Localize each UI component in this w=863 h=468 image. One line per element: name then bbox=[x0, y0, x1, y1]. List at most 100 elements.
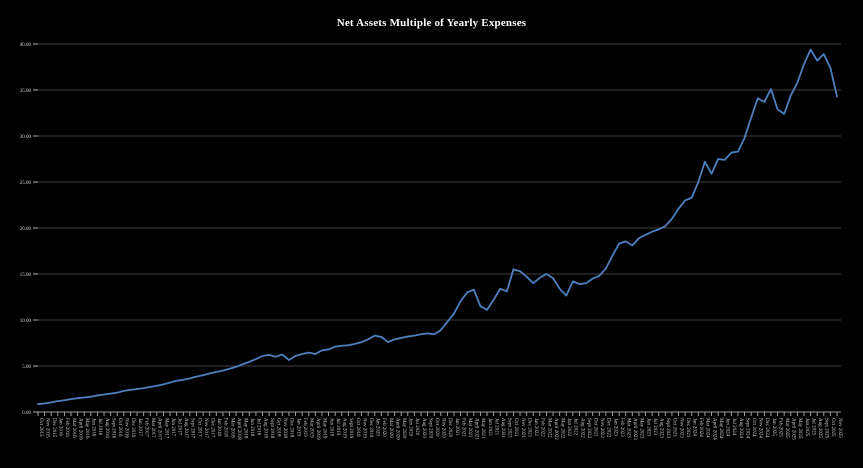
svg-text:Dec 2017: Dec 2017 bbox=[209, 418, 214, 438]
svg-text:Feb 2024: Feb 2024 bbox=[698, 418, 703, 437]
svg-text:Jan 2024: Jan 2024 bbox=[692, 418, 697, 436]
svg-text:Oct 2023: Oct 2023 bbox=[672, 418, 677, 437]
svg-text:Mar 2023: Mar 2023 bbox=[625, 418, 630, 438]
svg-text:40.00: 40.00 bbox=[20, 43, 32, 48]
svg-text:5.00: 5.00 bbox=[22, 365, 31, 370]
svg-text:Jul 2022: Jul 2022 bbox=[573, 418, 578, 436]
svg-text:Jun 2023: Jun 2023 bbox=[645, 418, 650, 437]
svg-text:April 2016: April 2016 bbox=[77, 418, 82, 440]
svg-text:April 2017: April 2017 bbox=[157, 418, 162, 440]
svg-text:Jul 2025: Jul 2025 bbox=[810, 418, 815, 436]
svg-text:May 2022: May 2022 bbox=[559, 418, 564, 439]
svg-text:Feb 2017: Feb 2017 bbox=[143, 418, 148, 437]
svg-text:Jun 2017: Jun 2017 bbox=[170, 418, 175, 437]
svg-text:April 2023: April 2023 bbox=[632, 418, 637, 440]
svg-text:May 2021: May 2021 bbox=[480, 418, 485, 439]
svg-text:Sept 2022: Sept 2022 bbox=[586, 418, 591, 439]
svg-text:Sept 2025: Sept 2025 bbox=[824, 418, 829, 439]
svg-text:Jun 2016: Jun 2016 bbox=[91, 418, 96, 437]
svg-text:Nov 2020: Nov 2020 bbox=[441, 418, 446, 438]
svg-text:Oct 2016: Oct 2016 bbox=[117, 418, 122, 437]
svg-text:Nov 2017: Nov 2017 bbox=[203, 418, 208, 438]
svg-text:April 2021: April 2021 bbox=[474, 418, 479, 440]
svg-text:April 2019: April 2019 bbox=[315, 418, 320, 440]
svg-text:Dec 2023: Dec 2023 bbox=[685, 418, 690, 438]
svg-text:Mar 2017: Mar 2017 bbox=[150, 418, 155, 438]
svg-text:Jan 2023: Jan 2023 bbox=[612, 418, 617, 436]
svg-text:Jul 2024: Jul 2024 bbox=[731, 418, 736, 436]
svg-text:April 2022: April 2022 bbox=[553, 418, 558, 440]
svg-text:20.00: 20.00 bbox=[20, 227, 32, 232]
svg-text:Jan 2025: Jan 2025 bbox=[771, 418, 776, 436]
svg-text:Dec 2015: Dec 2015 bbox=[51, 418, 56, 438]
svg-text:25.00: 25.00 bbox=[20, 181, 32, 186]
svg-text:Oct 2019: Oct 2019 bbox=[355, 418, 360, 437]
svg-text:Sept 2017: Sept 2017 bbox=[190, 418, 195, 439]
svg-text:Jun 2021: Jun 2021 bbox=[487, 418, 492, 437]
svg-text:Aug 2024: Aug 2024 bbox=[738, 418, 743, 438]
svg-text:Mar 2025: Mar 2025 bbox=[784, 418, 789, 438]
svg-text:Nov 2018: Nov 2018 bbox=[282, 418, 287, 438]
svg-text:May 2016: May 2016 bbox=[84, 418, 89, 439]
svg-text:Jun 2020: Jun 2020 bbox=[408, 418, 413, 437]
svg-text:Feb 2019: Feb 2019 bbox=[302, 418, 307, 437]
svg-text:Jan 2022: Jan 2022 bbox=[533, 418, 538, 436]
svg-text:Sept 2024: Sept 2024 bbox=[744, 418, 749, 439]
svg-text:Aug 2022: Aug 2022 bbox=[579, 418, 584, 438]
svg-text:Dec 2018: Dec 2018 bbox=[289, 418, 294, 438]
chart-title: Net Assets Multiple of Yearly Expenses bbox=[336, 17, 527, 29]
svg-text:April 2025: April 2025 bbox=[791, 418, 796, 440]
svg-text:Sept 2021: Sept 2021 bbox=[507, 418, 512, 439]
svg-text:Aug 2016: Aug 2016 bbox=[104, 418, 109, 438]
svg-text:Mar 2021: Mar 2021 bbox=[467, 418, 472, 438]
svg-text:Oct 2024: Oct 2024 bbox=[751, 418, 756, 437]
svg-text:Jan 2020: Jan 2020 bbox=[375, 418, 380, 436]
svg-text:Sept 2018: Sept 2018 bbox=[269, 418, 274, 439]
svg-text:Jan 2021: Jan 2021 bbox=[454, 418, 459, 436]
svg-text:Jan 2018: Jan 2018 bbox=[216, 418, 221, 436]
svg-text:Jun 2025: Jun 2025 bbox=[804, 418, 809, 437]
svg-text:30.00: 30.00 bbox=[20, 135, 32, 140]
svg-text:Jan 2017: Jan 2017 bbox=[137, 418, 142, 436]
svg-text:Aug 2020: Aug 2020 bbox=[421, 418, 426, 438]
svg-text:Mar 2016: Mar 2016 bbox=[71, 418, 76, 438]
svg-text:Jul 2020: Jul 2020 bbox=[414, 418, 419, 436]
svg-text:Oct 2018: Oct 2018 bbox=[276, 418, 281, 437]
svg-text:Jul 2019: Jul 2019 bbox=[335, 418, 340, 436]
svg-text:Jul 2023: Jul 2023 bbox=[652, 418, 657, 436]
svg-text:Oct 2021: Oct 2021 bbox=[513, 418, 518, 437]
svg-text:Aug 2023: Aug 2023 bbox=[659, 418, 664, 438]
svg-text:Feb 2018: Feb 2018 bbox=[223, 418, 228, 437]
svg-text:Mar 2020: Mar 2020 bbox=[388, 418, 393, 438]
svg-text:Jun 2019: Jun 2019 bbox=[328, 418, 333, 437]
svg-text:Nov 2021: Nov 2021 bbox=[520, 418, 525, 438]
svg-text:10.00: 10.00 bbox=[20, 319, 32, 324]
svg-text:Dec 2021: Dec 2021 bbox=[526, 418, 531, 438]
svg-text:Mar 2024: Mar 2024 bbox=[705, 418, 710, 438]
svg-text:Nov 2019: Nov 2019 bbox=[361, 418, 366, 438]
svg-text:Jul 2018: Jul 2018 bbox=[256, 418, 261, 436]
svg-text:Mar 2018: Mar 2018 bbox=[229, 418, 234, 438]
svg-text:Dec 2016: Dec 2016 bbox=[130, 418, 135, 438]
svg-text:35.00: 35.00 bbox=[20, 89, 32, 94]
svg-text:Aug 2025: Aug 2025 bbox=[817, 418, 822, 438]
svg-text:Nov 2022: Nov 2022 bbox=[599, 418, 604, 438]
svg-text:Oct 2025: Oct 2025 bbox=[830, 418, 835, 437]
svg-text:Feb 2023: Feb 2023 bbox=[619, 418, 624, 437]
svg-text:April 2024: April 2024 bbox=[711, 418, 716, 440]
svg-text:Aug 2021: Aug 2021 bbox=[500, 418, 505, 438]
svg-text:Oct 2017: Oct 2017 bbox=[196, 418, 201, 437]
svg-text:Oct 2022: Oct 2022 bbox=[592, 418, 597, 437]
svg-text:Aug 2019: Aug 2019 bbox=[342, 418, 347, 438]
svg-text:Jul 2021: Jul 2021 bbox=[493, 418, 498, 436]
svg-text:Feb 2021: Feb 2021 bbox=[460, 418, 465, 437]
svg-text:Dec 2022: Dec 2022 bbox=[606, 418, 611, 438]
svg-text:15.00: 15.00 bbox=[20, 273, 32, 278]
svg-text:Nov 2025: Nov 2025 bbox=[837, 418, 842, 438]
svg-text:0.00: 0.00 bbox=[22, 411, 31, 416]
svg-text:April 2018: April 2018 bbox=[236, 418, 241, 440]
svg-text:Jan 2016: Jan 2016 bbox=[58, 418, 63, 436]
svg-text:Dec 2024: Dec 2024 bbox=[764, 418, 769, 438]
